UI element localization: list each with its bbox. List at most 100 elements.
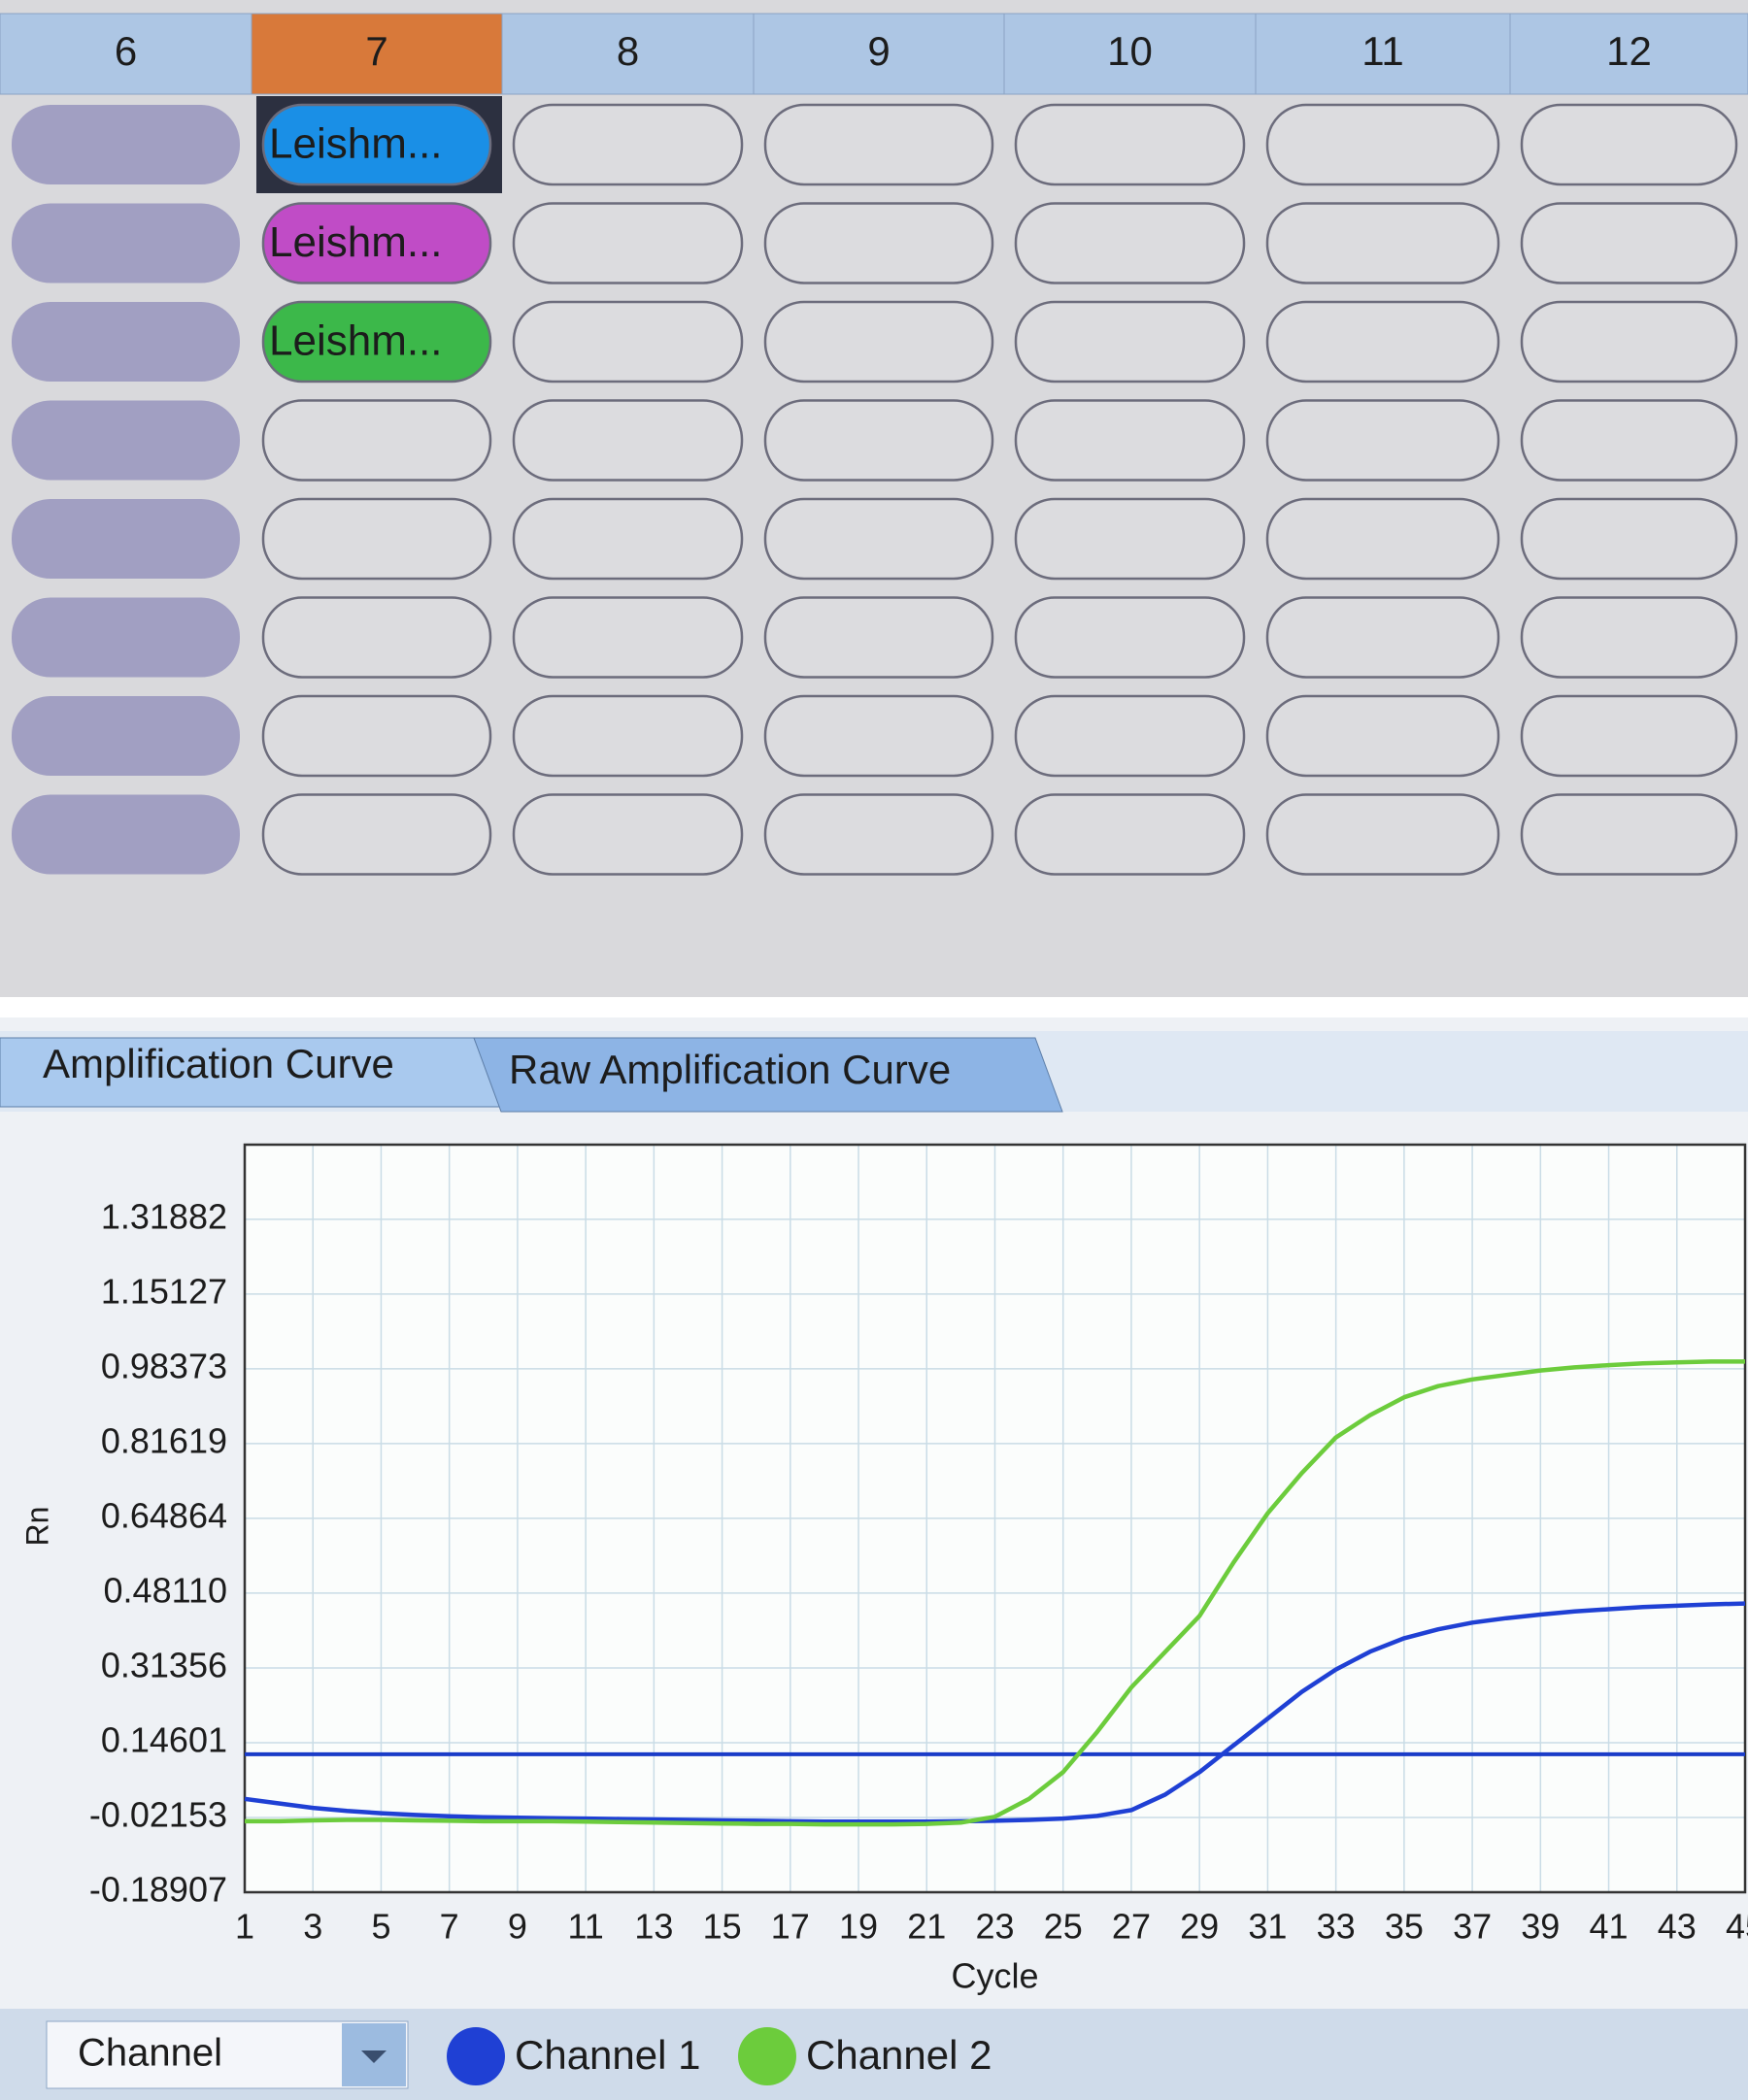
column-label: 8: [617, 28, 639, 74]
x-tick-label: 5: [371, 1907, 390, 1947]
column-header[interactable]: [501, 13, 755, 95]
tab-label[interactable]: Amplification Curve: [43, 1041, 394, 1086]
well[interactable]: [261, 497, 492, 581]
tab-label[interactable]: Raw Amplification Curve: [509, 1047, 951, 1092]
well[interactable]: [1265, 202, 1500, 284]
y-tick-label: 0.14601: [101, 1719, 227, 1759]
well[interactable]: [1014, 497, 1246, 581]
well[interactable]: [1014, 596, 1246, 679]
well[interactable]: [763, 793, 994, 876]
well[interactable]: [261, 103, 492, 186]
x-tick-label: 25: [1044, 1907, 1083, 1947]
well: [12, 794, 240, 875]
column-label: 6: [115, 28, 137, 74]
well[interactable]: [1014, 399, 1246, 482]
well[interactable]: [763, 103, 994, 186]
x-tick-label: 23: [975, 1907, 1014, 1947]
well[interactable]: [261, 202, 492, 284]
column-label: 10: [1107, 28, 1153, 74]
x-tick-label: 19: [839, 1907, 878, 1947]
well: [12, 203, 240, 283]
well[interactable]: [1520, 300, 1738, 383]
well[interactable]: [1265, 300, 1500, 383]
well[interactable]: [1265, 399, 1500, 482]
x-tick-label: 45: [1726, 1907, 1748, 1947]
well[interactable]: [763, 399, 994, 482]
x-tick-label: 21: [907, 1907, 946, 1947]
well[interactable]: [1520, 596, 1738, 679]
well[interactable]: [1014, 793, 1246, 876]
column-header[interactable]: [753, 13, 1005, 95]
column-header[interactable]: [1255, 13, 1511, 95]
well[interactable]: [512, 202, 744, 284]
y-tick-label: -0.18907: [89, 1870, 227, 1910]
well[interactable]: [1265, 793, 1500, 876]
x-tick-label: 35: [1385, 1907, 1424, 1947]
well[interactable]: [763, 596, 994, 679]
x-tick-label: 17: [771, 1907, 810, 1947]
x-tick-label: 11: [567, 1907, 603, 1947]
well[interactable]: [512, 694, 744, 778]
legend-label[interactable]: Channel 2: [806, 2032, 992, 2078]
y-tick-label: 1.31882: [101, 1196, 227, 1236]
well[interactable]: [261, 596, 492, 679]
well[interactable]: [261, 793, 492, 876]
well[interactable]: [763, 497, 994, 581]
well[interactable]: [1014, 103, 1246, 186]
x-tick-label: 7: [440, 1907, 459, 1947]
dropdown-arrow: [361, 2050, 387, 2063]
well[interactable]: [1520, 103, 1738, 186]
well[interactable]: [763, 300, 994, 383]
legend-swatch[interactable]: [447, 2027, 505, 2085]
well[interactable]: [1520, 793, 1738, 876]
y-tick-label: 0.81619: [101, 1420, 227, 1460]
well[interactable]: [512, 399, 744, 482]
well[interactable]: [1014, 202, 1246, 284]
well[interactable]: [512, 793, 744, 876]
well[interactable]: [261, 300, 492, 383]
well: [12, 302, 240, 382]
column-header[interactable]: [251, 13, 503, 95]
separator: [0, 997, 1748, 1017]
well-label: Leishm...: [269, 120, 443, 168]
y-tick-label: 0.64864: [101, 1495, 227, 1535]
column-header[interactable]: [1003, 13, 1257, 95]
well[interactable]: [763, 202, 994, 284]
series-line: [244, 1601, 1746, 1824]
x-tick-label: 13: [634, 1907, 673, 1947]
well[interactable]: [512, 596, 744, 679]
x-tick-label: 31: [1248, 1907, 1287, 1947]
well[interactable]: [512, 300, 744, 383]
well[interactable]: [1265, 497, 1500, 581]
legend-swatch[interactable]: [738, 2027, 796, 2085]
well[interactable]: [1520, 497, 1738, 581]
column-header[interactable]: [1509, 13, 1748, 95]
well[interactable]: [1014, 694, 1246, 778]
dropdown-label[interactable]: Channel: [78, 2032, 222, 2075]
x-tick-label: 37: [1453, 1907, 1492, 1947]
y-axis-label: Rn: [19, 1507, 54, 1547]
plot-border: [243, 1143, 1747, 1894]
column-label: 12: [1606, 28, 1652, 74]
well[interactable]: [1520, 399, 1738, 482]
well[interactable]: [1520, 694, 1738, 778]
tab[interactable]: [473, 1037, 1063, 1113]
well[interactable]: [512, 103, 744, 186]
column-label: 11: [1361, 28, 1404, 74]
column-header[interactable]: [0, 13, 252, 95]
well[interactable]: [1265, 103, 1500, 186]
legend-label[interactable]: Channel 1: [515, 2032, 700, 2078]
y-tick-label: 1.15127: [101, 1271, 227, 1311]
well[interactable]: [1265, 596, 1500, 679]
well[interactable]: [261, 694, 492, 778]
x-tick-label: 41: [1590, 1907, 1629, 1947]
well[interactable]: [261, 399, 492, 482]
x-tick-label: 33: [1317, 1907, 1356, 1947]
well[interactable]: [1520, 202, 1738, 284]
well[interactable]: [512, 497, 744, 581]
well[interactable]: [763, 694, 994, 778]
well[interactable]: [1014, 300, 1246, 383]
well[interactable]: [1265, 694, 1500, 778]
